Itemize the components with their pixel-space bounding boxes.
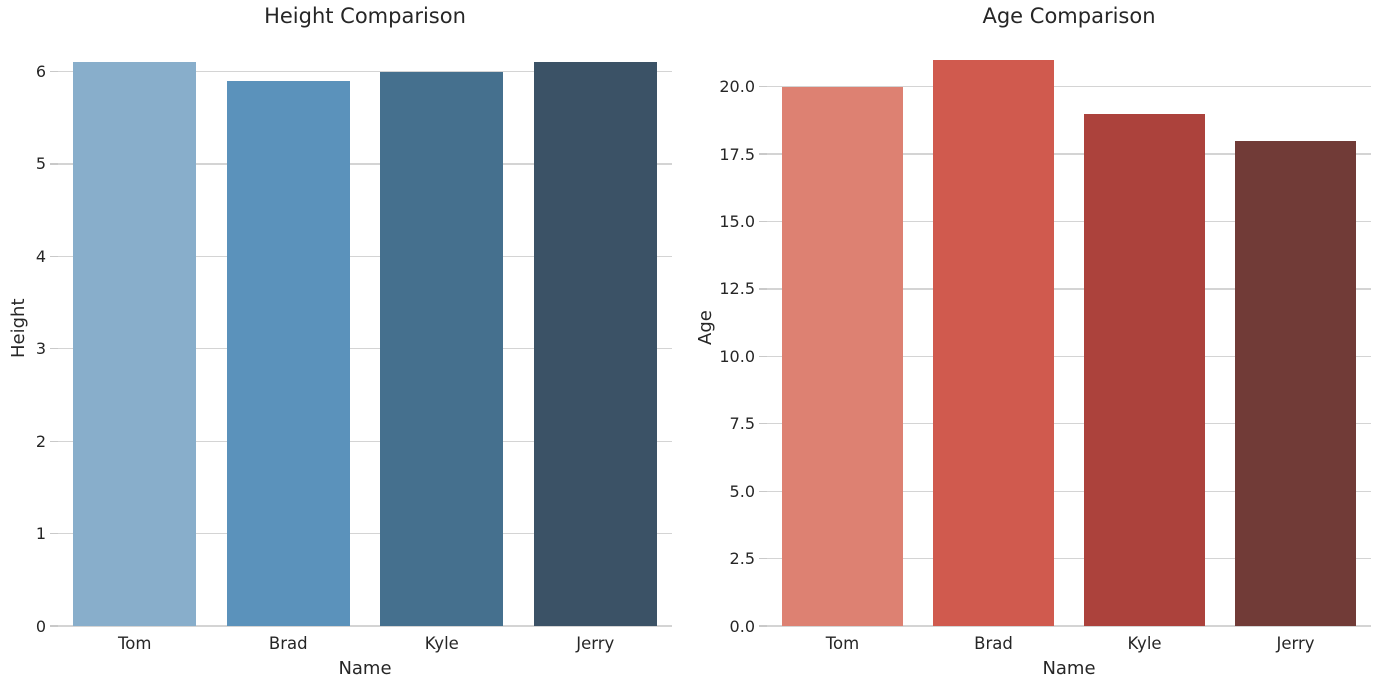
x-tick-label: Tom (825, 634, 860, 653)
x-tick-label: Brad (974, 634, 1013, 653)
bar-brad (226, 80, 350, 626)
y-tick-mark (759, 557, 767, 560)
x-tick-label: Jerry (576, 634, 615, 653)
y-tick-label: 5.0 (729, 481, 755, 501)
y-tick-label: 0.0 (729, 616, 755, 636)
y-tick-label: 4 (35, 246, 46, 266)
x-tick-label: Tom (118, 634, 152, 653)
bar-brad (933, 59, 1054, 626)
gridline (767, 153, 1371, 155)
gridline (767, 490, 1371, 492)
y-tick-label: 6 (35, 62, 46, 82)
height-comparison-chart: Height Comparison Height Name 0 1 2 3 4 5 6 Tom… (0, 0, 694, 690)
y-tick-label: 17.5 (719, 144, 755, 164)
y-tick-mark (759, 85, 767, 88)
x-tick-label: Kyle (424, 634, 459, 653)
bar-kyle (1084, 113, 1205, 626)
plot-area (767, 30, 1371, 627)
y-tick-label: 0 (35, 616, 46, 636)
chart-title: Height Comparison (264, 4, 466, 28)
gridline (58, 625, 672, 627)
bar-jerry (533, 62, 657, 626)
y-tick-mark (759, 625, 767, 627)
y-tick-mark (50, 532, 58, 535)
bar-jerry (1235, 140, 1356, 626)
y-tick-mark (50, 255, 58, 258)
gridline (58, 532, 672, 535)
age-comparison-chart: Age Comparison Age Name 0.0 2.5 5.0 7.5 10.0… (694, 0, 1389, 690)
y-tick-mark (759, 490, 767, 492)
x-axis-label: Name (1042, 658, 1096, 679)
y-tick-label: 7.5 (729, 414, 755, 434)
gridline (58, 348, 672, 350)
y-tick-label: 2.5 (729, 549, 755, 569)
gridline (767, 355, 1371, 357)
y-tick-mark (759, 220, 767, 223)
plot-area (58, 30, 672, 627)
bar-tom (73, 62, 197, 626)
gridline (58, 163, 672, 165)
gridline (767, 220, 1371, 223)
y-tick-label: 1 (35, 524, 46, 544)
x-tick-label: Kyle (1127, 634, 1162, 653)
y-tick-mark (50, 348, 58, 350)
bar-kyle (380, 71, 504, 626)
y-tick-label: 20.0 (719, 77, 755, 97)
x-tick-label: Jerry (1276, 634, 1315, 653)
x-axis-label: Name (338, 658, 392, 679)
y-tick-mark (50, 440, 58, 442)
y-tick-mark (759, 288, 767, 290)
gridline (767, 288, 1371, 290)
y-tick-mark (50, 625, 58, 627)
x-tick-label: Brad (268, 634, 308, 653)
gridline (767, 85, 1371, 88)
y-axis-label: Age (695, 310, 716, 346)
y-tick-mark (50, 70, 58, 73)
y-tick-mark (50, 163, 58, 165)
gridline (767, 423, 1371, 425)
gridline (767, 557, 1371, 560)
bar-tom (782, 86, 903, 626)
y-tick-label: 2 (35, 431, 46, 451)
y-tick-label: 5 (35, 154, 46, 174)
gridline (767, 625, 1371, 627)
gridline (58, 255, 672, 258)
y-tick-mark (759, 423, 767, 425)
y-tick-mark (759, 355, 767, 357)
y-tick-mark (759, 153, 767, 155)
gridline (58, 70, 672, 73)
y-tick-label: 10.0 (719, 346, 755, 366)
gridline (58, 440, 672, 442)
chart-title: Age Comparison (982, 4, 1156, 28)
y-tick-label: 12.5 (719, 279, 755, 299)
y-tick-label: 15.0 (719, 211, 755, 231)
y-tick-label: 3 (35, 339, 46, 359)
